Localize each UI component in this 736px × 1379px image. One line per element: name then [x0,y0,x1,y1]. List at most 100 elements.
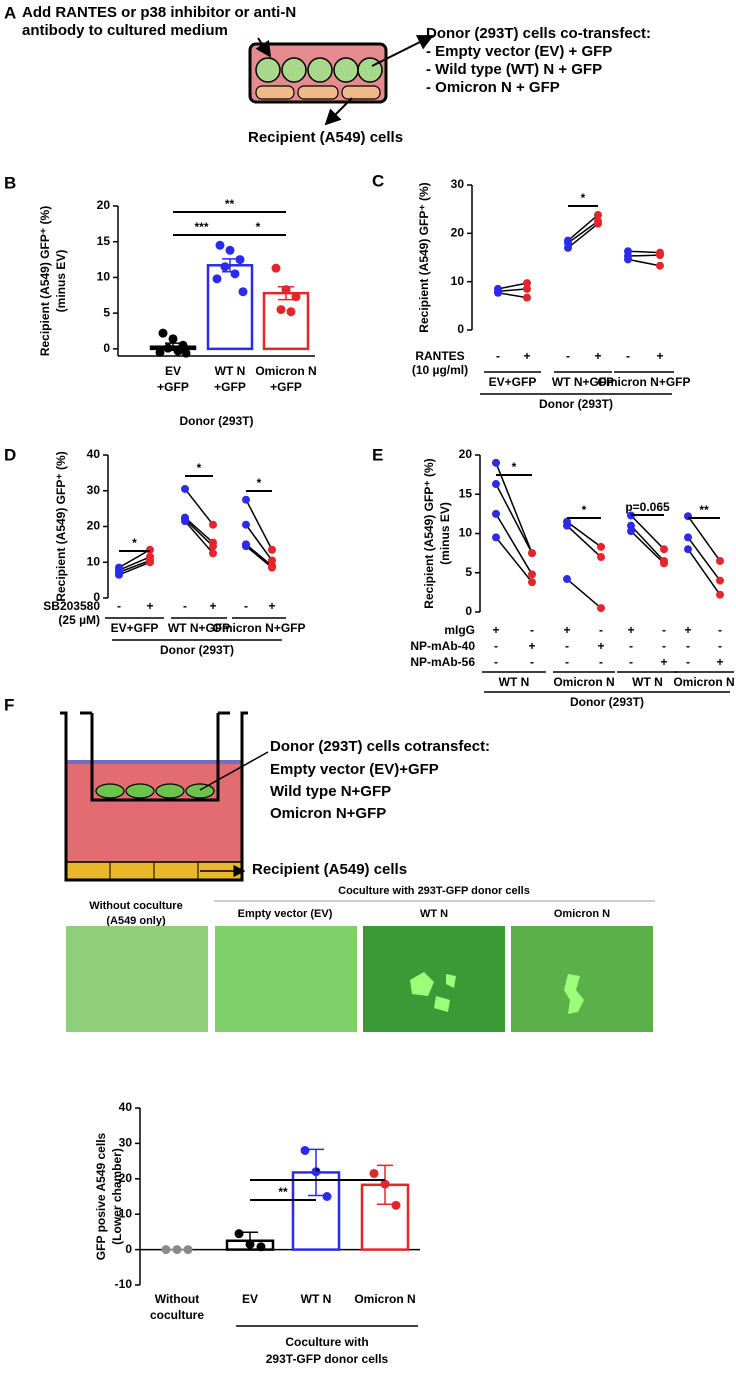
data-point [322,1192,332,1201]
data-point [181,348,191,358]
pair-line [497,292,528,299]
before-point [563,521,571,530]
pair-line [567,223,599,249]
pair-line [567,220,599,244]
y-axis-label: Recipient (A549) GFP⁺ (%) [54,451,68,601]
before-point [492,480,500,489]
arrow [324,97,353,126]
significance-label: ** [699,503,709,517]
pair-line [245,543,273,567]
x-axis-label: Donor (293T) [179,414,253,428]
group-label: WT N [632,675,663,689]
before-point [494,288,502,297]
pair-line [495,462,533,554]
pair-line [495,483,533,554]
pair-line [184,517,214,544]
y-tick-label: 0 [125,1242,132,1256]
after-point [660,559,668,568]
after-point [594,219,602,228]
significance-label: p=0.065 [625,500,670,514]
pair-line [118,561,151,576]
treatment-label: NP-mAb-56 [410,655,475,669]
donor-title: Donor (293T) cells cotransfect: [270,738,490,755]
data-point [155,347,165,357]
pair-line [118,549,151,569]
after-point [594,210,602,219]
image-title: Omicron N [554,908,610,920]
y-tick-label: 30 [87,483,101,497]
data-point [286,307,296,317]
y-axis-label: Recipient (A549) GFP⁺ (%) [38,206,52,356]
pair-line [567,214,599,242]
y-tick-label: 15 [459,486,473,500]
y-tick-label: 20 [87,519,101,533]
after-point [716,590,724,599]
after-point [716,556,724,565]
after-point [597,553,605,562]
x-tick-label: Omicron N [354,1292,415,1306]
image-title: (A549 only) [106,915,166,927]
after-point [209,549,217,558]
y-tick-label: 20 [119,1171,133,1185]
pair-line [630,530,665,564]
data-point [163,343,173,353]
treatment-label: (10 µg/ml) [412,363,468,377]
treatment-sign: + [146,599,153,613]
significance-label: * [315,1165,320,1179]
treatment-label: RANTES [415,349,464,363]
after-point [528,578,536,587]
donor-item: - Wild type (WT) N + GFP [426,61,602,78]
data-point [235,255,245,265]
group-label: 293T-GFP donor cells [266,1352,389,1366]
x-tick-label: coculture [150,1308,204,1322]
after-point [146,545,154,554]
before-point [627,527,635,536]
group-label: EV+GFP [489,375,537,389]
treatment-sign: - [599,655,603,669]
treatment-sign: - [183,599,187,613]
group-label: EV+GFP [111,621,159,635]
y-tick-label: 0 [103,341,110,355]
instruction: Add RANTES or p38 inhibitor or anti-N [22,4,296,21]
insert [90,713,220,802]
treatment-sign: - [566,349,570,363]
y-tick-label: 5 [465,565,472,579]
before-point [492,509,500,518]
before-point [627,521,635,530]
treatment-sign: + [660,655,667,669]
data-point [168,334,178,344]
before-point [181,517,189,526]
treatment-sign: + [684,623,691,637]
micrograph [66,926,208,1032]
image-title: Without coculture [89,900,182,912]
pointer [199,751,269,791]
pair-line [245,545,273,569]
before-point [684,512,692,521]
before-point [684,533,692,542]
x-tick-label: WT N [215,364,246,378]
treatment-sign: - [244,599,248,613]
panel-label: F [4,695,14,714]
y-axis-label: (minus EV) [54,250,68,313]
outer-well [60,711,248,882]
donor-item: Wild type N+GFP [270,783,391,800]
before-point [242,520,250,529]
after-point [597,604,605,613]
image-title: Empty vector (EV) [238,908,333,920]
y-tick-label: 20 [459,447,473,461]
y-tick-label: 10 [451,274,465,288]
data-point [256,1242,266,1252]
donor-cells [95,783,215,799]
data-point [225,245,235,255]
pair-line [566,578,602,609]
before-point [563,575,571,584]
pair-line [687,548,721,596]
group-label: WT N+GFP [552,375,614,389]
x-tick-label: WT N [301,1292,332,1306]
after-point [660,545,668,554]
x-tick-label: +GFP [270,380,302,394]
diagram-a: Add RANTES or p38 inhibitor or anti-N an… [22,4,651,146]
micrographs: Without coculture (A549 only) Coculture … [66,885,655,1032]
group-label: Coculture with [285,1335,368,1349]
